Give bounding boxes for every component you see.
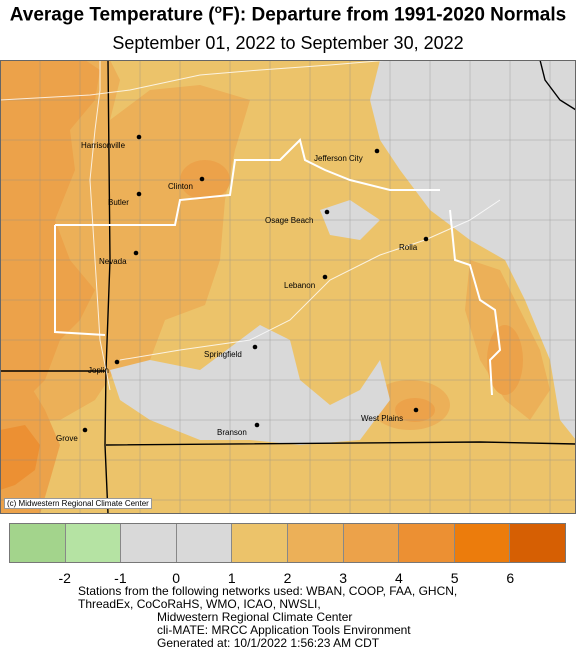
city-label: West Plains [361, 414, 403, 423]
region-boundary [54, 138, 502, 396]
legend-tick-label: 5 [450, 570, 459, 586]
city-dot [136, 191, 142, 197]
city-label: Branson [217, 428, 247, 437]
city-dot [199, 176, 205, 182]
footer-line: cli-MATE: MRCC Application Tools Environ… [157, 623, 411, 637]
city-dot [82, 427, 88, 433]
legend-swatch [232, 524, 288, 562]
contour-5-6-sw [0, 425, 40, 490]
city-label: Grove [56, 434, 78, 443]
footer-line: ThreadEx, CoCoRaHS, WMO, ICAO, NWSLI, [78, 597, 321, 611]
legend-tick-label: 2 [283, 570, 292, 586]
degree-symbol: o [214, 2, 222, 16]
legend-swatch [399, 524, 455, 562]
legend-tick-label: 3 [339, 570, 348, 586]
legend-swatch [287, 524, 344, 562]
city-dot [254, 422, 260, 428]
city-label: Harrisonville [81, 141, 126, 150]
footer-line: Generated at: 10/1/2022 1:56:23 AM CDT [157, 636, 380, 650]
color-legend [9, 523, 566, 563]
legend-tick-label: -1 [114, 570, 127, 586]
legend-swatch [176, 524, 233, 562]
legend-swatch [454, 524, 511, 562]
title-text-rest: F): Departure from 1991-2020 Normals [221, 4, 567, 26]
footer-line: Midwestern Regional Climate Center [157, 610, 353, 624]
map-subtitle: September 01, 2022 to September 30, 2022 [112, 33, 464, 53]
city-dot [252, 344, 258, 350]
city-label: Nevada [99, 257, 127, 266]
city-label: Butler [108, 198, 129, 207]
city-label: Rolla [399, 243, 418, 252]
copyright-credit: (c) Midwestern Regional Climate Center [4, 498, 152, 509]
city-label: Lebanon [284, 281, 315, 290]
city-dot [136, 134, 142, 140]
city-label: Jefferson City [314, 154, 363, 163]
city-label: Clinton [168, 182, 193, 191]
city-dot [133, 250, 139, 256]
legend-swatch [510, 524, 565, 562]
legend-swatch [65, 524, 122, 562]
legend-swatch [121, 524, 177, 562]
contour-4-5-west [0, 60, 100, 410]
contour-0-1-northeast [370, 60, 576, 440]
legend-tick-label: 4 [394, 570, 403, 586]
city-dot [114, 359, 120, 365]
city-label: Osage Beach [265, 216, 313, 225]
map-title: Average Temperature (oF): Departure from… [0, 2, 576, 26]
legend-tick-label: 6 [506, 570, 515, 586]
contour-east-core [487, 325, 523, 395]
legend-tick-label: -2 [58, 570, 71, 586]
legend-tick-label: 1 [227, 570, 236, 586]
city-dot [413, 407, 419, 413]
temperature-map: Harrisonville Jefferson City Clinton But… [0, 60, 576, 514]
county-lines [0, 60, 576, 514]
city-dot [374, 148, 380, 154]
footer-line: Stations from the following networks use… [78, 584, 458, 598]
city-dot [322, 274, 328, 280]
city-label: Springfield [204, 350, 242, 359]
city-markers: Harrisonville Jefferson City Clinton But… [56, 134, 429, 443]
city-label: Joplin [88, 366, 109, 375]
city-dot [423, 236, 429, 242]
city-dot [324, 209, 330, 215]
legend-swatch [343, 524, 400, 562]
legend-swatch [10, 524, 66, 562]
highways [0, 60, 501, 391]
legend-tick-label: 0 [172, 570, 180, 586]
footer-notes: Stations from the following networks use… [0, 585, 576, 650]
title-text: Average Temperature ( [9, 4, 215, 26]
